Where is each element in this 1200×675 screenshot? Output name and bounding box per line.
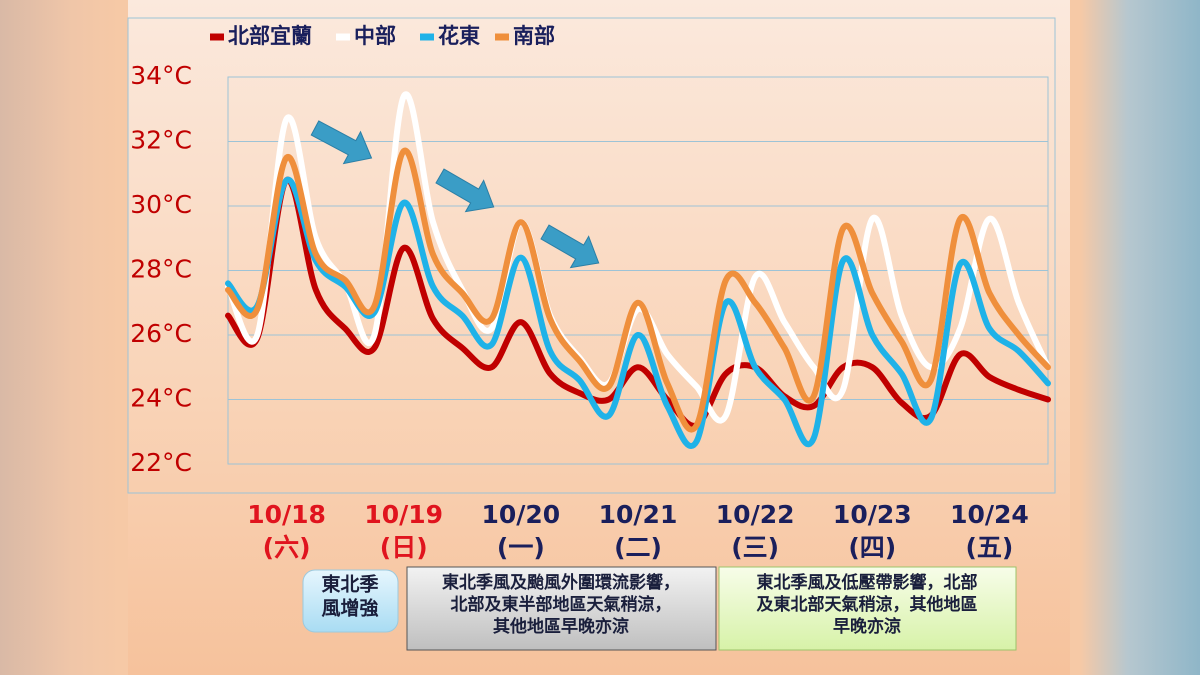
series-line <box>225 176 1051 449</box>
y-tick-label: 24°C <box>130 384 192 413</box>
x-tick-label: 10/18 <box>247 500 326 529</box>
note-text: 東北季 <box>321 573 378 596</box>
y-tick-label: 30°C <box>130 190 192 219</box>
note-box <box>718 566 1017 651</box>
note-box <box>302 569 399 633</box>
legend-label: 中部 <box>354 24 396 48</box>
series-line <box>225 147 1051 433</box>
legend: 北部宜蘭 中部 花東 南部 <box>210 24 555 48</box>
lines <box>225 91 1051 449</box>
note-text: 風增強 <box>321 597 378 620</box>
x-tick-label: 10/22 <box>716 500 795 529</box>
y-tick-label: 26°C <box>130 319 192 348</box>
note-text: 其他地區早晚亦涼 <box>493 616 629 637</box>
y-tick-label: 32°C <box>130 126 192 155</box>
x-tick-sublabel: (五) <box>965 533 1013 562</box>
y-tick-label: 28°C <box>130 255 192 284</box>
note-box <box>406 566 717 651</box>
y-tick-label: 22°C <box>130 448 192 477</box>
chart-frame <box>127 17 1056 494</box>
note-text: 北部及東半部地區天氣稍涼， <box>451 594 672 615</box>
note-text: 東北季風及颱風外圍環流影響， <box>442 572 680 593</box>
legend-label: 花東 <box>438 24 480 48</box>
x-tick-sublabel: (六) <box>263 533 311 562</box>
x-tick-label: 10/23 <box>833 500 912 529</box>
legend-label: 南部 <box>513 24 555 48</box>
y-tick-label: 34°C <box>130 61 192 90</box>
arrow <box>435 168 495 213</box>
series-line <box>225 177 1051 429</box>
legend-label: 北部宜蘭 <box>228 24 312 48</box>
note-text: 東北季風及低壓帶影響，北部 <box>757 572 978 593</box>
note-text: 早晚亦涼 <box>833 616 901 637</box>
x-axis-labels: 10/18 (六) 10/19 (日) 10/20 (一) 10/21 (二) 10/22 (三)… <box>247 500 1029 562</box>
arrow <box>310 120 373 165</box>
x-tick-sublabel: (二) <box>614 533 662 562</box>
x-tick-label: 10/19 <box>364 500 443 529</box>
x-tick-sublabel: (一) <box>497 533 545 562</box>
trend-arrows <box>310 120 600 269</box>
x-tick-label: 10/24 <box>950 500 1029 529</box>
arrow <box>540 224 600 269</box>
note-text: 及東北部天氣稍涼，其他地區 <box>757 594 978 615</box>
x-tick-label: 10/20 <box>481 500 560 529</box>
x-tick-label: 10/21 <box>599 500 678 529</box>
x-tick-sublabel: (四) <box>848 533 896 562</box>
x-tick-sublabel: (三) <box>731 533 779 562</box>
x-tick-sublabel: (日) <box>380 533 428 562</box>
